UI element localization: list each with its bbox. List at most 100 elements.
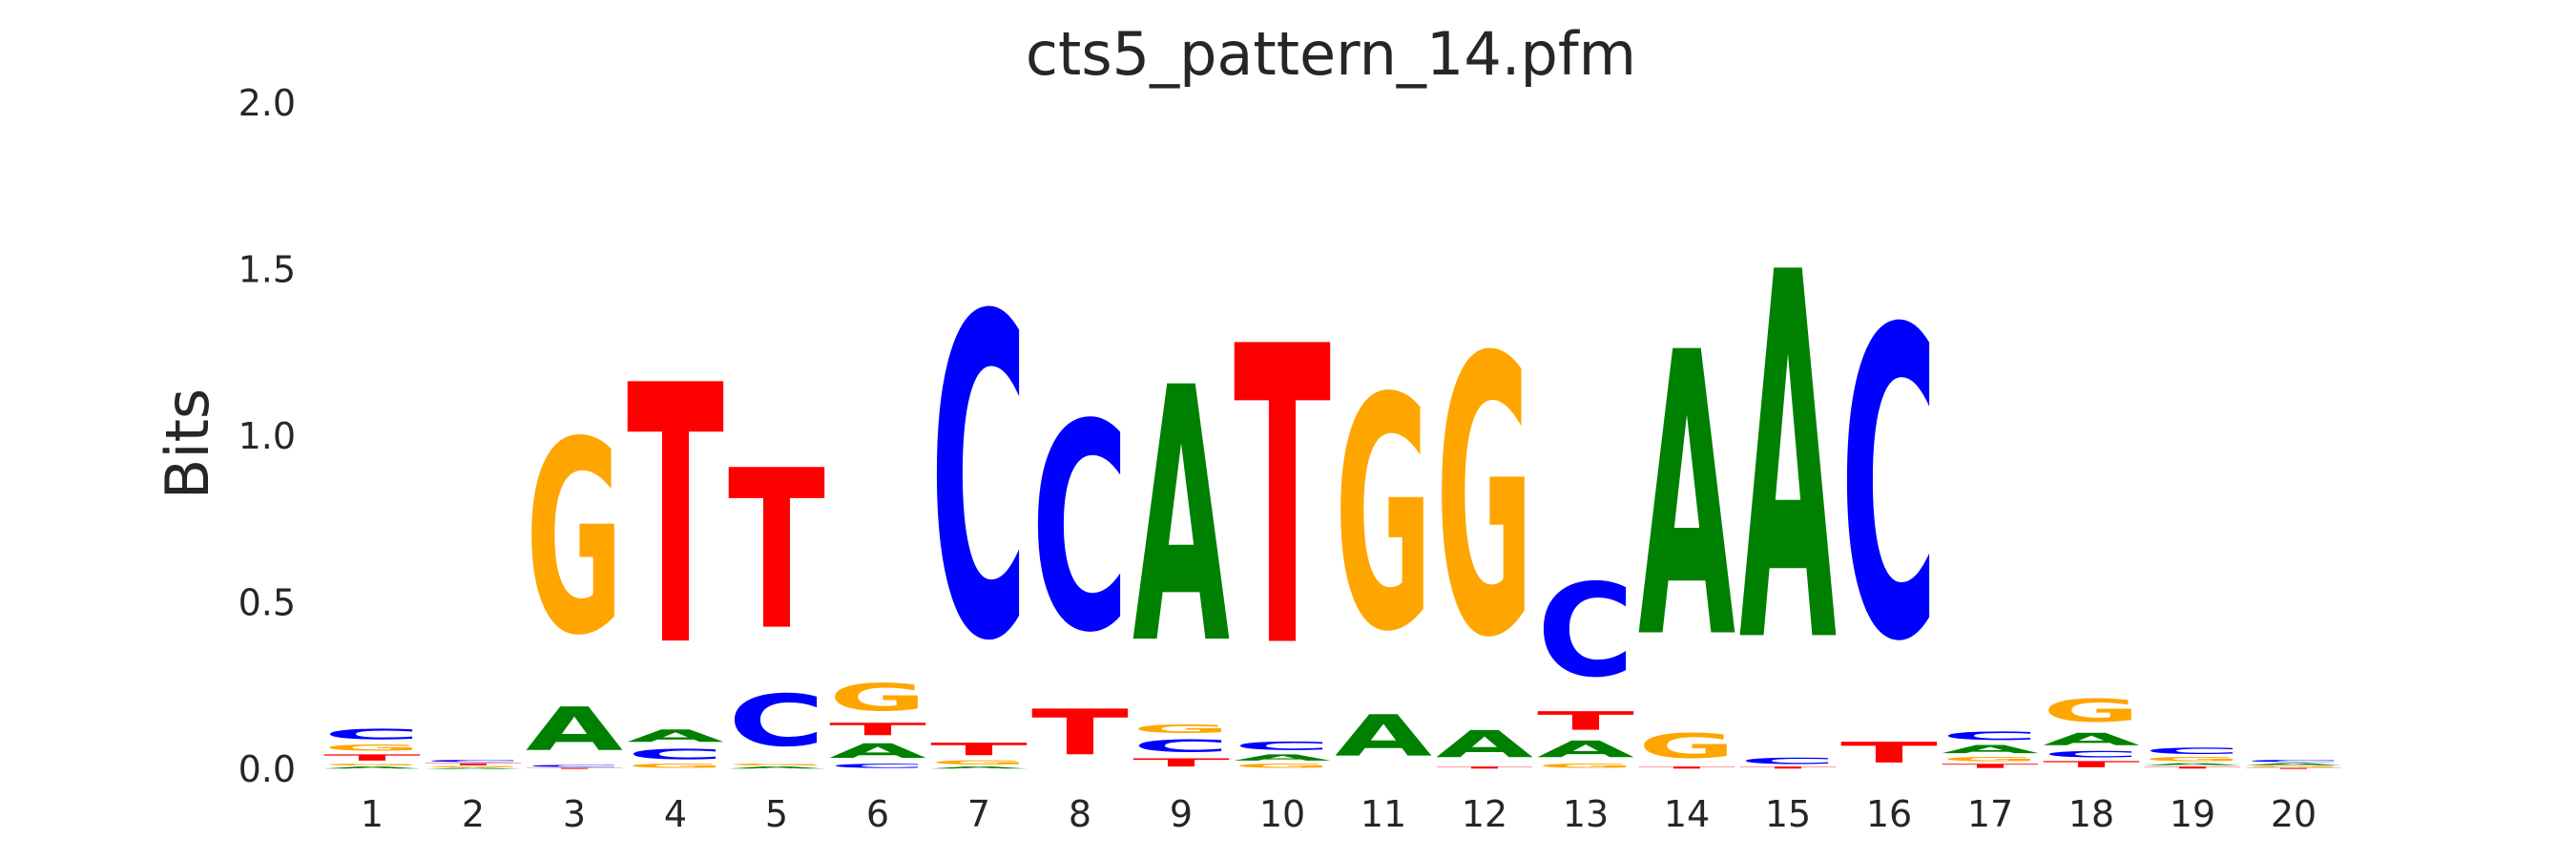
logo-letter-c: C	[1840, 240, 1938, 734]
logo-letter-g: G	[2245, 766, 2342, 768]
x-tick-label: 11	[1361, 793, 1406, 835]
logo-column: TC	[1031, 364, 1129, 769]
logo-letter-t: T	[1031, 697, 1129, 769]
logo-letter-a: A	[728, 765, 825, 768]
logo-letter-a: A	[1436, 723, 1533, 765]
logo-letter-a: A	[1335, 703, 1432, 769]
x-tick-label: 14	[1664, 793, 1710, 835]
x-tick-label: 17	[1967, 793, 2013, 835]
logo-letter-t: T	[526, 767, 623, 769]
x-tick-label: 5	[765, 793, 788, 835]
logo-letter-g: G	[1537, 763, 1634, 769]
logo-letter-c: C	[526, 765, 623, 767]
logo-letter-g: G	[425, 766, 522, 768]
logo-letter-a: A	[1739, 167, 1838, 754]
logo-letter-a: A	[829, 740, 926, 763]
logo-letter-c: C	[1537, 557, 1634, 706]
logo-letter-g: G	[728, 763, 825, 765]
logo-letter-c: C	[930, 223, 1028, 738]
logo-letter-t: T	[728, 423, 825, 679]
x-tick-label: 20	[2271, 793, 2316, 835]
logo-letter-a: A	[1132, 315, 1231, 723]
logo-letter-a: A	[2144, 763, 2241, 765]
x-tick-label: 2	[462, 793, 485, 835]
logo-letter-t: T	[1840, 736, 1938, 769]
x-tick-label: 9	[1170, 793, 1193, 835]
x-tick-label: 6	[866, 793, 889, 835]
logo-column: TC	[1840, 240, 1938, 769]
x-tick-label: 4	[664, 793, 687, 835]
logo-letter-g: G	[526, 385, 623, 694]
logo-letter-a: A	[2245, 763, 2342, 765]
x-tick-label: 13	[1563, 793, 1609, 835]
logo-letter-t: T	[1739, 766, 1837, 769]
logo-letter-t: T	[2245, 767, 2342, 769]
logo-column: TGA	[1638, 270, 1736, 769]
logo-letter-c: C	[323, 726, 421, 743]
y-tick-label: 1.0	[239, 415, 296, 457]
logo-letter-c: C	[2144, 746, 2241, 756]
logo-letter-c: C	[728, 680, 825, 763]
logo-letter-t: T	[1537, 706, 1634, 736]
logo-letter-a: A	[627, 726, 724, 746]
x-tick-label: 19	[2170, 793, 2215, 835]
y-tick-label: 0.0	[239, 748, 296, 790]
logo-letter-g: G	[1132, 723, 1230, 736]
logo-letter-t: T	[1436, 766, 1533, 769]
logo-letter-t: T	[1132, 756, 1230, 769]
logo-letter-a: A	[1942, 743, 2039, 756]
y-axis-ticks: 0.0 0.5 1.0 1.5 2.0	[239, 82, 296, 790]
x-tick-label: 1	[361, 793, 384, 835]
logo-letter-t: T	[2144, 766, 2241, 769]
logo-letter-g: G	[2144, 756, 2241, 763]
y-axis-label: Bits	[153, 388, 222, 499]
logo-letter-t: T	[1234, 260, 1332, 738]
logo-letter-t: T	[323, 753, 421, 763]
logo-letter-t: T	[1638, 766, 1735, 769]
logo-letter-t: T	[425, 763, 522, 765]
x-tick-label: 12	[1462, 793, 1507, 835]
x-tick-label: 18	[2068, 793, 2114, 835]
logo-letter-g: G	[2043, 693, 2140, 729]
chart-title: cts5_pattern_14.pfm	[1026, 19, 1636, 89]
logo-letter-g: G	[1234, 763, 1331, 769]
logo-letter-t: T	[1942, 763, 2039, 769]
logo-column: TCA	[1739, 167, 1838, 769]
logo-letter-a: A	[2043, 729, 2140, 749]
logo-letter-g: G	[323, 763, 421, 765]
logo-letter-c: C	[1132, 736, 1230, 756]
logo-letter-g: G	[1436, 277, 1533, 722]
logo-letter-t: T	[2043, 760, 2140, 769]
x-tick-label: 16	[1866, 793, 1912, 835]
logo-letter-t: T	[930, 740, 1028, 760]
logo-letter-g: G	[829, 677, 926, 720]
x-tick-label: 7	[967, 793, 990, 835]
logo-column: TAG	[1436, 277, 1533, 769]
logo-letter-a: A	[930, 765, 1028, 768]
x-tick-label: 8	[1069, 793, 1091, 835]
logo-letter-a: A	[1537, 736, 1634, 763]
logo-letter-c: C	[2245, 760, 2342, 763]
logo-letter-g: G	[627, 763, 724, 769]
y-tick-label: 0.5	[239, 582, 296, 624]
logo-letter-c: C	[829, 763, 926, 769]
x-tick-label: 15	[1765, 793, 1811, 835]
logo-column: AG	[1335, 331, 1432, 769]
logo-letter-c: C	[2043, 749, 2140, 759]
logo-letter-t: T	[829, 720, 927, 740]
y-tick-label: 2.0	[239, 82, 296, 124]
logo-letter-g: G	[1942, 756, 2039, 763]
x-axis-ticks: 1 2 3 4 5 6 7 8 9 10 11 12 13 14 15 16 17 18 19 20	[361, 793, 2316, 835]
